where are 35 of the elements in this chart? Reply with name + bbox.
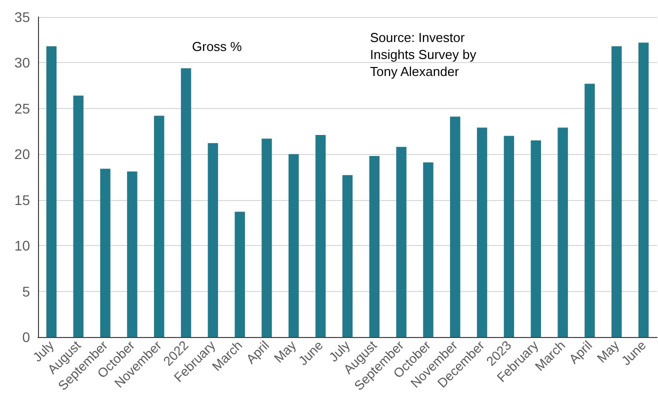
- bar: [450, 116, 460, 337]
- bar: [558, 128, 568, 337]
- bar: [342, 175, 353, 337]
- bar: [262, 138, 272, 337]
- bar: [612, 46, 622, 337]
- bar: [396, 146, 406, 337]
- y-tick-label: 25: [14, 100, 30, 116]
- bar: [73, 96, 84, 337]
- annotation: Source: Investor Insights Survey by Tony Alexander: [370, 30, 480, 79]
- y-tick-label: 10: [14, 238, 30, 254]
- bar: [234, 212, 245, 337]
- bar: [315, 134, 326, 337]
- y-tick-label: 35: [14, 9, 30, 25]
- bar: [584, 84, 595, 337]
- bar: [638, 42, 649, 337]
- y-tick-label: 0: [22, 329, 30, 345]
- y-tick-label: 5: [22, 283, 30, 300]
- bar: [208, 143, 218, 337]
- bar: [180, 68, 192, 337]
- y-tick-label: 15: [14, 192, 30, 208]
- bar: [423, 162, 434, 337]
- bar: [369, 156, 380, 337]
- bar: [127, 172, 138, 337]
- bar: [154, 116, 164, 337]
- bar: [46, 46, 57, 337]
- x-tick-label: May: [271, 337, 300, 366]
- bar: [504, 136, 514, 337]
- bar: [100, 168, 110, 337]
- annotation: Gross %: [192, 39, 242, 54]
- bar: [530, 140, 542, 337]
- bar: [288, 154, 299, 337]
- y-tick-label: 30: [14, 54, 30, 71]
- x-tick-label: May: [594, 337, 622, 366]
- bar: [476, 128, 488, 337]
- y-tick-label: 20: [14, 146, 30, 162]
